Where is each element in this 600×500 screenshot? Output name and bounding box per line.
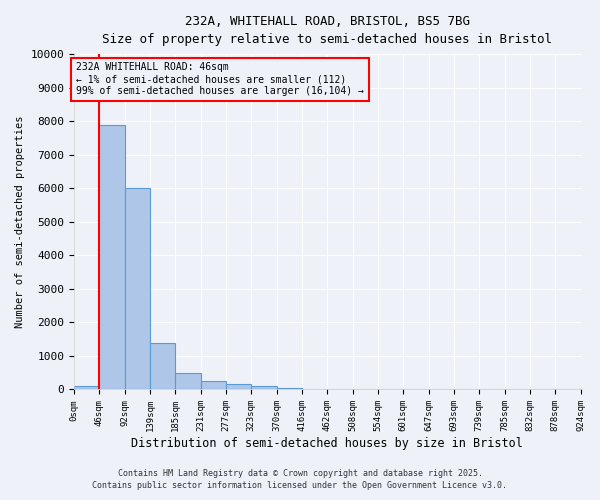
Text: 232A WHITEHALL ROAD: 46sqm
← 1% of semi-detached houses are smaller (112)
99% of: 232A WHITEHALL ROAD: 46sqm ← 1% of semi-… bbox=[76, 62, 364, 96]
Bar bbox=[74, 386, 100, 390]
Bar bbox=[251, 386, 277, 390]
Bar bbox=[125, 188, 150, 390]
Y-axis label: Number of semi-detached properties: Number of semi-detached properties bbox=[15, 116, 25, 328]
Bar bbox=[175, 372, 200, 390]
Bar bbox=[150, 342, 175, 390]
Bar bbox=[277, 388, 302, 390]
Bar bbox=[200, 381, 226, 390]
X-axis label: Distribution of semi-detached houses by size in Bristol: Distribution of semi-detached houses by … bbox=[131, 437, 523, 450]
Title: 232A, WHITEHALL ROAD, BRISTOL, BS5 7BG
Size of property relative to semi-detache: 232A, WHITEHALL ROAD, BRISTOL, BS5 7BG S… bbox=[102, 15, 552, 46]
Bar bbox=[226, 384, 251, 390]
Bar bbox=[100, 124, 125, 390]
Text: Contains HM Land Registry data © Crown copyright and database right 2025.
Contai: Contains HM Land Registry data © Crown c… bbox=[92, 469, 508, 490]
